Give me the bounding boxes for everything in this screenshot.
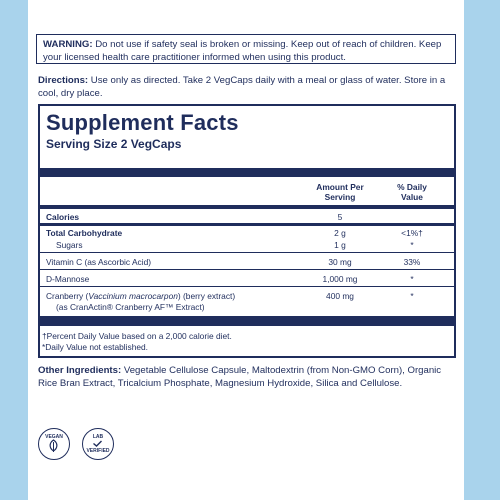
row-sugars-name: Sugars bbox=[56, 240, 83, 250]
lab-badge-line2: VERIFIED bbox=[86, 448, 110, 454]
row-calories-amount: 5 bbox=[337, 212, 343, 222]
other-ingredients: Other Ingredients: Vegetable Cellulose C… bbox=[38, 364, 458, 390]
footnote-daily-value: †Percent Daily Value based on a 2,000 ca… bbox=[42, 331, 232, 341]
warning-box: WARNING: Do not use if safety seal is br… bbox=[36, 34, 456, 64]
row-cranberry-dv: * bbox=[410, 291, 414, 301]
lab-verified-badge: LAB VERIFIED bbox=[82, 428, 114, 460]
row-carb-amount: 2 g bbox=[334, 228, 346, 238]
footnotes: †Percent Daily Value based on a 2,000 ca… bbox=[42, 331, 232, 353]
amount-per-serving-header: Amount Per Serving bbox=[316, 182, 364, 202]
row-carb-name: Total Carbohydrate bbox=[46, 228, 123, 238]
vegan-badge: VEGAN bbox=[38, 428, 70, 460]
calories-divider bbox=[40, 223, 454, 226]
serving-size: Serving Size 2 VegCaps bbox=[46, 137, 182, 151]
directions-body: Use only as directed. Take 2 VegCaps dai… bbox=[38, 75, 446, 99]
checkmark-icon bbox=[93, 440, 102, 447]
row-cranberry-name: Cranberry (Vaccinium macrocarpon) (berry… bbox=[46, 291, 236, 301]
row-vitc-dv: 33% bbox=[403, 257, 421, 267]
lab-badge-line1: LAB bbox=[92, 434, 104, 440]
row-cranberry-source: (as CranActin® Cranberry AF™ Extract) bbox=[56, 302, 205, 312]
row-mannose-amount: 1,000 mg bbox=[322, 274, 358, 284]
sugars-divider bbox=[40, 252, 454, 253]
leaf-icon bbox=[49, 439, 58, 452]
mannose-divider bbox=[40, 286, 454, 287]
facts-title: Supplement Facts bbox=[46, 110, 239, 135]
vegan-badge-text: VEGAN bbox=[45, 434, 63, 440]
footnote-not-established: *Daily Value not established. bbox=[42, 342, 148, 352]
warning-text: Do not use if safety seal is broken or m… bbox=[43, 39, 442, 63]
row-sugars-amount: 1 g bbox=[334, 240, 346, 250]
thick-divider bbox=[40, 168, 454, 177]
header-divider bbox=[40, 205, 454, 209]
row-cranberry-amount: 400 mg bbox=[326, 291, 354, 301]
row-mannose-dv: * bbox=[410, 274, 414, 284]
vitc-divider bbox=[40, 269, 454, 270]
other-ingredients-label: Other Ingredients: bbox=[38, 365, 122, 376]
daily-value-header: % Daily Value bbox=[397, 182, 427, 202]
directions-text: Directions: Use only as directed. Take 2… bbox=[38, 74, 458, 100]
other-ingredients-text: Vegetable Cellulose Capsule, Maltodextri… bbox=[38, 365, 442, 389]
row-sugars-dv: * bbox=[410, 240, 414, 250]
warning-label: WARNING: bbox=[43, 39, 93, 50]
bottom-divider bbox=[40, 316, 454, 326]
row-calories-name: Calories bbox=[46, 212, 80, 222]
product-label-panel bbox=[28, 0, 464, 500]
supplement-facts-panel: Supplement Facts Serving Size 2 VegCaps … bbox=[38, 104, 456, 358]
row-vitc-amount: 30 mg bbox=[328, 257, 352, 267]
row-carb-dv: <1%† bbox=[401, 228, 423, 238]
row-vitc-name: Vitamin C (as Ascorbic Acid) bbox=[46, 257, 152, 267]
row-mannose-name: D-Mannose bbox=[46, 274, 90, 284]
directions-label: Directions: bbox=[38, 75, 89, 86]
